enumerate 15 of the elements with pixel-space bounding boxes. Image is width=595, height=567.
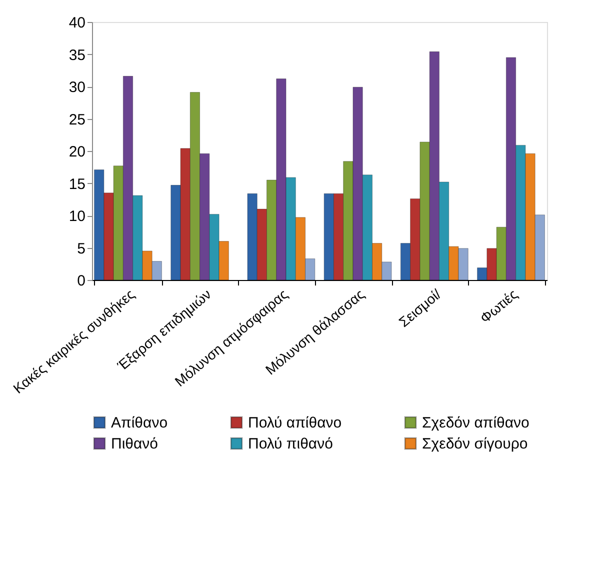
y-tick-label: 10 [68,208,86,225]
legend-label: Πολύ πιθανό [248,436,333,452]
y-tick-label: 25 [68,111,86,128]
y-tick-label: 5 [77,240,86,258]
legend-label: Σχεδόν σίγουρο [422,436,528,452]
y-tick-label: 30 [68,79,86,96]
y-tick-label: 35 [68,46,86,64]
legend-label: Απίθανο [111,414,168,432]
y-tick-label: 15 [68,176,86,193]
legend-label: Πολύ απίθανο [248,414,342,432]
legend-label: Σχεδόν απίθανο [422,414,530,432]
y-tick-label: 20 [68,144,86,160]
y-tick-label: 0 [77,272,86,290]
y-tick-label: 40 [68,14,86,32]
legend-label: Πιθανό [111,436,158,452]
